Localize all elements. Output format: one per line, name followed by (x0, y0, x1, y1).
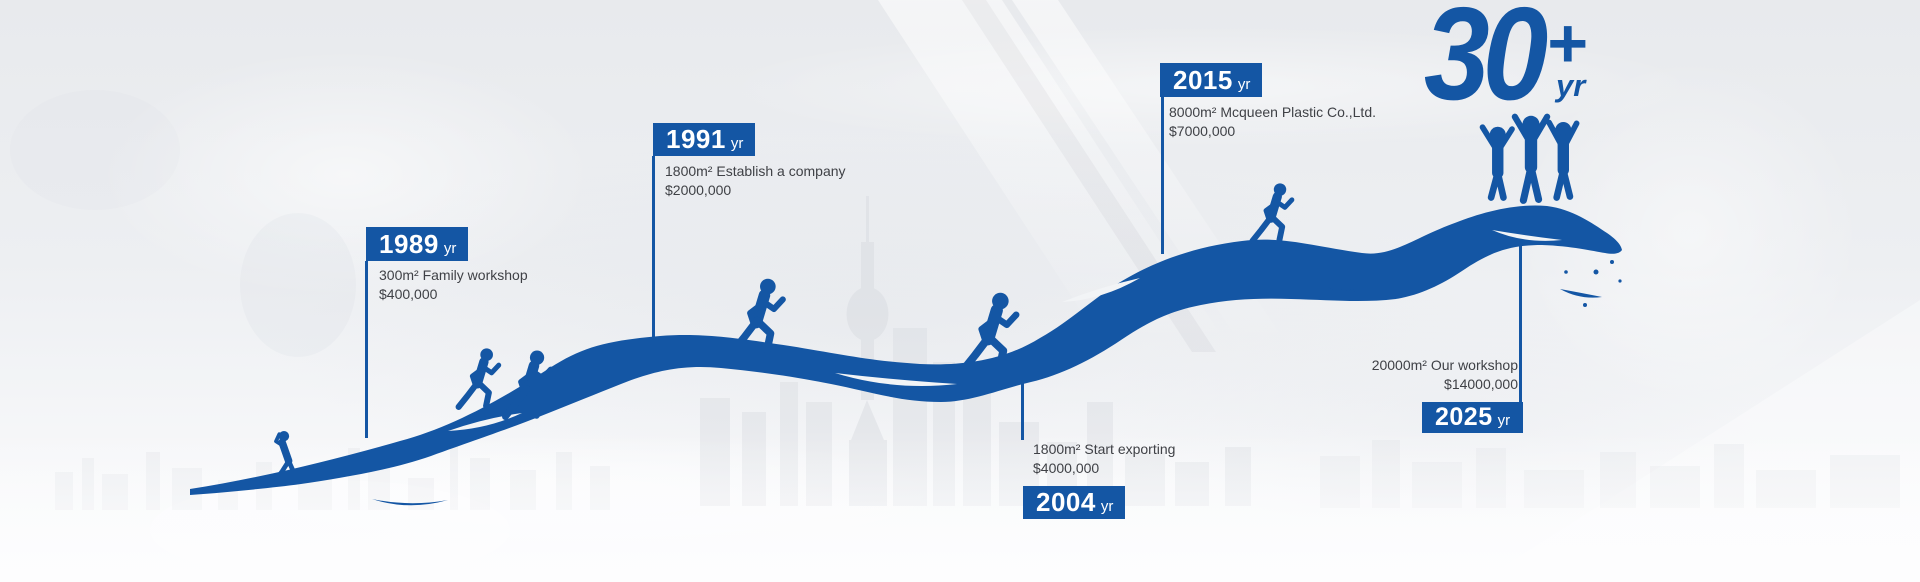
milestone-amount: $2000,000 (665, 182, 732, 198)
runner-icon-1 (455, 348, 502, 410)
milestone-desc-2015: 8000m² Mcqueen Plastic Co.,Ltd. $7000,00… (1169, 103, 1376, 141)
year-badge-2004: 2004 yr (1023, 486, 1125, 519)
anniversary-plus: + (1546, 4, 1587, 82)
milestone-text: 8000m² Mcqueen Plastic Co.,Ltd. (1169, 104, 1376, 120)
milestone-amount: $14000,000 (1444, 376, 1518, 392)
year-badge-1989: 1989 yr (366, 227, 468, 261)
walker-icon (274, 430, 296, 485)
milestone-amount: $4000,000 (1033, 460, 1100, 476)
runner-icon-5 (1249, 183, 1295, 244)
year-unit: yr (443, 240, 457, 257)
year-unit: yr (1497, 412, 1511, 429)
anniversary-logo: 30 + yr (1424, 0, 1587, 124)
milestone-desc-1989: 300m² Family workshop $400,000 (379, 266, 528, 304)
connector-1989 (365, 261, 368, 438)
brush-splashes (372, 230, 1622, 506)
milestone-text: 1800m² Establish a company (665, 163, 846, 179)
milestone-text: 20000m² Our workshop (1371, 357, 1518, 373)
connector-2004 (1021, 372, 1024, 440)
connector-2025 (1519, 240, 1522, 402)
milestone-amount: $7000,000 (1169, 123, 1236, 139)
connector-1991 (652, 156, 655, 350)
milestone-desc-2004: 1800m² Start exporting $4000,000 (1033, 440, 1175, 478)
year-badge-1991: 1991 yr (653, 123, 755, 156)
year-badge-2025: 2025 yr (1422, 402, 1523, 433)
year-unit: yr (730, 135, 744, 152)
milestone-amount: $400,000 (379, 286, 438, 302)
year-unit: yr (1237, 76, 1251, 93)
brush-path (190, 205, 1622, 495)
year-label: 2025 (1435, 403, 1493, 431)
year-label: 2015 (1173, 65, 1233, 95)
bottom-fade (0, 430, 1920, 582)
year-label: 1991 (666, 124, 726, 154)
connector-2015 (1161, 97, 1164, 254)
year-label: 2004 (1036, 487, 1096, 517)
milestone-text: 1800m² Start exporting (1033, 441, 1176, 457)
anniversary-number: 30 (1424, 0, 1548, 129)
milestone-desc-1991: 1800m² Establish a company $2000,000 (665, 162, 846, 200)
celebrating-team-icon (1479, 113, 1580, 204)
runner-icon-2 (502, 350, 554, 420)
anniversary-unit: yr (1556, 68, 1586, 103)
year-badge-2015: 2015 yr (1160, 63, 1262, 97)
runner-icon-3 (729, 278, 786, 355)
milestone-text: 300m² Family workshop (379, 267, 528, 283)
runner-icon-4 (959, 292, 1020, 374)
milestone-desc-2025: 20000m² Our workshop $14000,000 (1298, 356, 1518, 394)
year-label: 1989 (379, 229, 439, 259)
year-unit: yr (1100, 498, 1114, 515)
